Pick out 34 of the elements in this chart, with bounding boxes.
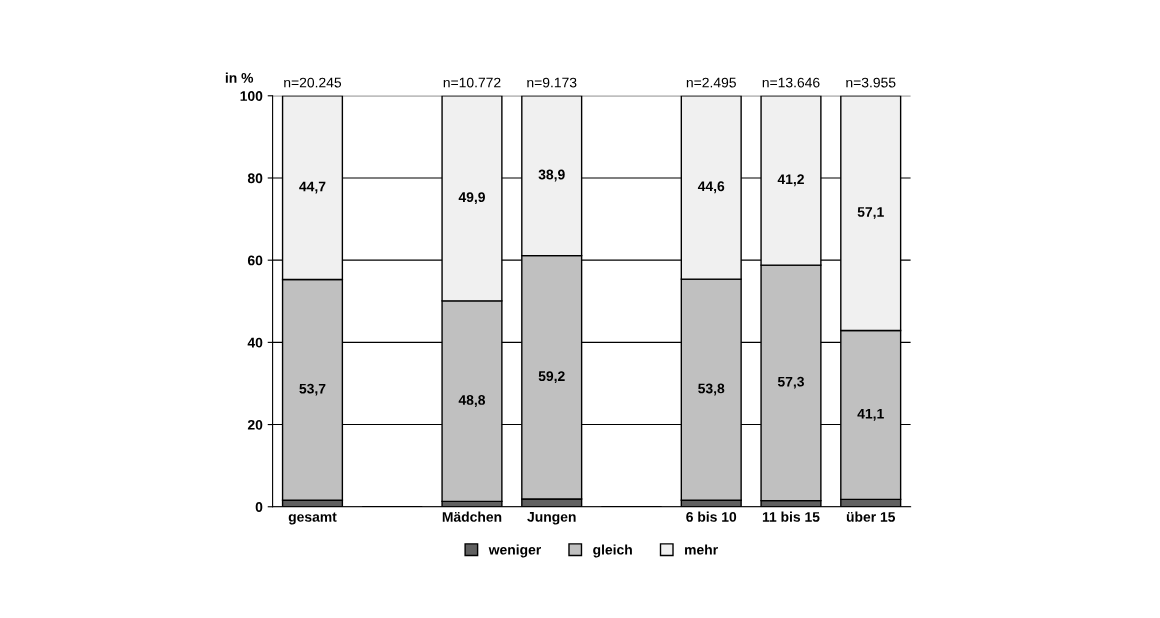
data-label: 44,6 <box>697 181 725 194</box>
data-label: 57,1 <box>857 207 884 219</box>
data-label: 48,8 <box>458 395 486 407</box>
legend-label: gleich <box>593 544 632 558</box>
data-label: 59,2 <box>538 371 565 384</box>
data-label: 41,1 <box>857 408 884 421</box>
x-tick-label: 6 bis 10 <box>686 511 737 522</box>
x-tick-label: Jungen <box>527 512 576 525</box>
x-tick-label: 11 bis 15 <box>762 511 820 522</box>
annotation: n=13.646 <box>762 77 820 88</box>
annotation: n=10.772 <box>443 77 501 88</box>
legend-label: weniger <box>488 544 541 558</box>
y-tick-label: 80 <box>247 173 263 184</box>
data-label: 53,8 <box>698 383 725 396</box>
annotation: n=9.173 <box>527 77 577 88</box>
annotation: n=2.495 <box>686 77 736 88</box>
y-tick-label: 100 <box>240 91 263 101</box>
data-label: 53,7 <box>299 383 326 396</box>
annotation: n=20.245 <box>284 77 342 88</box>
x-tick-label: Mädchen <box>442 511 502 522</box>
y-tick-label: 0 <box>255 502 263 512</box>
data-label: 49,9 <box>458 192 485 205</box>
y-tick-label: 40 <box>247 337 263 348</box>
y-tick-label: 60 <box>247 255 263 266</box>
annotation: n=3.955 <box>846 77 896 88</box>
data-label: 44,7 <box>299 181 326 194</box>
y-axis-title: in % <box>225 72 254 83</box>
data-label: 41,2 <box>777 174 804 187</box>
y-tick-label: 20 <box>247 419 263 430</box>
legend-label: mehr <box>685 544 718 555</box>
data-label: 57,3 <box>777 376 804 389</box>
data-label: 38,9 <box>538 169 565 182</box>
x-tick-label: über 15 <box>846 511 896 522</box>
x-tick-label: gesamt <box>288 512 337 525</box>
